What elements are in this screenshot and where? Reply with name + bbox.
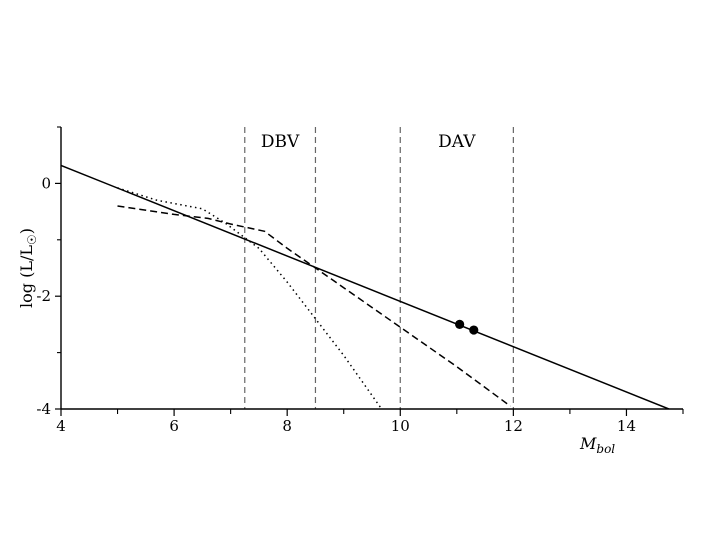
y-tick-label: -2 [36, 287, 51, 305]
x-tick-label: 10 [391, 417, 410, 435]
x-tick-label: 12 [504, 417, 523, 435]
data-points [455, 319, 479, 335]
series-line-dashed [117, 205, 511, 407]
axes [60, 127, 683, 410]
x-tick-label: 14 [617, 417, 636, 435]
y-axis-label-group: log (L/L☉) [17, 228, 39, 308]
y-tick-label: -4 [36, 400, 51, 418]
y-tick-label: 0 [41, 174, 51, 192]
y-axis-label: log (L/L☉) [17, 228, 39, 308]
series-lines [61, 164, 670, 409]
strip-label: DBV [261, 132, 300, 152]
x-tick-label: 6 [169, 417, 179, 435]
strip-label: DAV [438, 132, 476, 152]
x-axis-ticks: 4 6 8 10 12 14 [56, 409, 684, 435]
x-tick-label: 4 [56, 417, 66, 435]
x-axis-label: Mbol [579, 434, 615, 456]
x-tick-label: 8 [282, 417, 292, 435]
series-line-solid [61, 164, 670, 409]
data-point [469, 325, 479, 335]
instability-strips: DBV DAV [244, 127, 514, 409]
data-point [455, 319, 465, 329]
y-axis-ticks: 0 -2 -4 [36, 126, 61, 418]
series-line-dotted [117, 187, 383, 409]
sun-symbol: ☉ [25, 234, 39, 245]
